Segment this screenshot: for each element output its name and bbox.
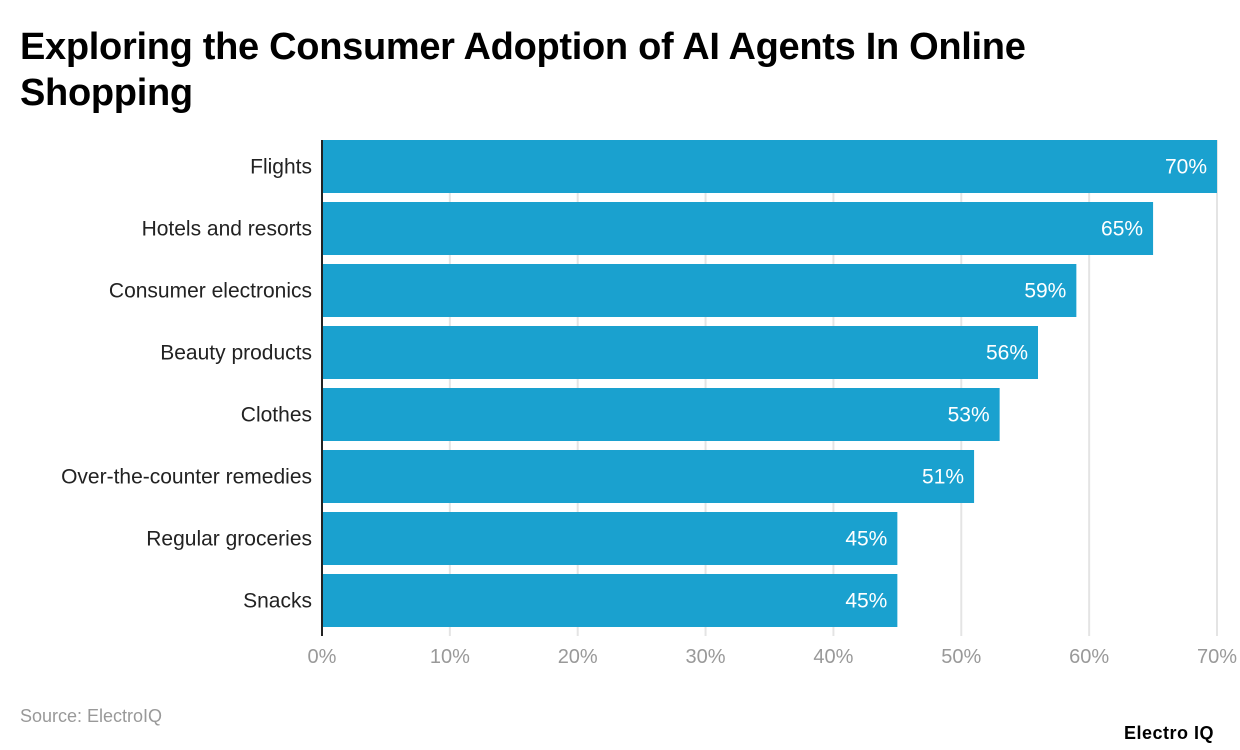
data-label: 45% — [845, 590, 887, 613]
data-label: 45% — [845, 528, 887, 551]
category-label: Flights — [250, 156, 312, 179]
x-tick-label: 30% — [686, 646, 726, 668]
data-label: 56% — [986, 342, 1028, 365]
x-tick-label: 60% — [1069, 646, 1109, 668]
category-label: Beauty products — [160, 342, 312, 365]
data-label: 51% — [922, 466, 964, 489]
x-tick-label: 10% — [430, 646, 470, 668]
data-label: 59% — [1024, 280, 1066, 303]
x-tick-label: 0% — [308, 646, 337, 668]
category-label: Over-the-counter remedies — [61, 466, 312, 489]
data-label: 65% — [1101, 218, 1143, 241]
data-label: 70% — [1165, 156, 1207, 179]
x-tick-label: 50% — [941, 646, 981, 668]
bar — [322, 264, 1077, 317]
bar — [322, 574, 898, 627]
x-tick-label: 40% — [813, 646, 853, 668]
bar — [322, 326, 1038, 379]
bar — [322, 450, 975, 503]
category-label: Regular groceries — [146, 528, 312, 551]
source-note: Source: ElectroIQ — [20, 706, 163, 726]
category-label: Snacks — [243, 590, 312, 613]
x-tick-label: 70% — [1197, 646, 1237, 668]
data-label: 53% — [948, 404, 990, 427]
category-label: Clothes — [241, 404, 312, 427]
bar — [322, 512, 898, 565]
category-label: Hotels and resorts — [142, 218, 312, 241]
bar — [322, 202, 1154, 255]
x-tick-label: 20% — [558, 646, 598, 668]
bar — [322, 140, 1217, 193]
electroiq-logo: Electro IQ — [1124, 723, 1215, 743]
category-label: Consumer electronics — [109, 280, 312, 303]
chart-title: Exploring the Consumer Adoption of AI Ag… — [20, 26, 1026, 114]
bar — [322, 388, 1000, 441]
